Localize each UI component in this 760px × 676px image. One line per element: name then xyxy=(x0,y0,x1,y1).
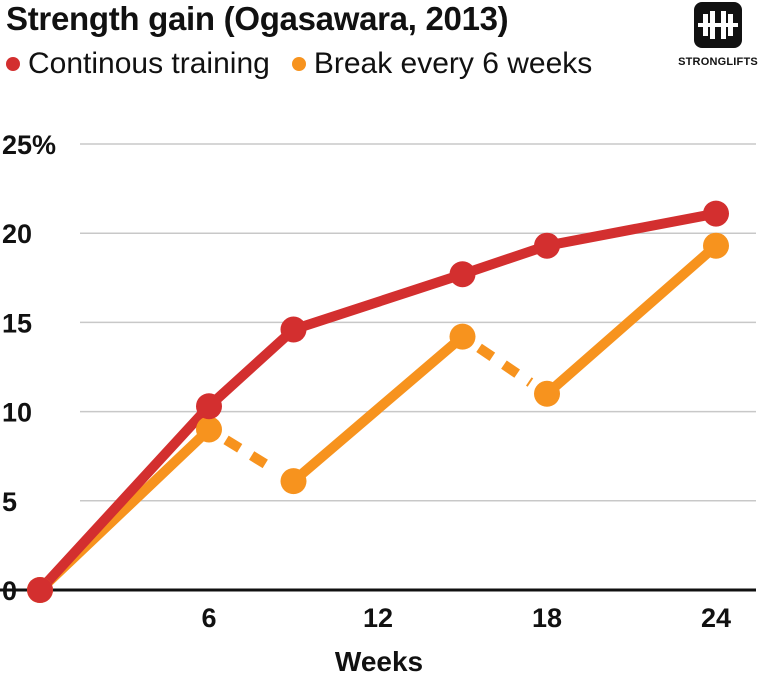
legend-dot-break xyxy=(291,57,306,71)
series-segment xyxy=(542,240,721,399)
data-point xyxy=(449,261,476,288)
x-tick-label: 6 xyxy=(201,603,216,633)
series-segment xyxy=(288,331,468,487)
series-segment xyxy=(542,208,721,251)
data-point xyxy=(534,380,560,407)
data-point xyxy=(196,416,222,443)
data-point xyxy=(534,232,560,259)
legend-item-break: Break every 6 weeks xyxy=(291,47,593,81)
data-point xyxy=(703,200,729,227)
y-tick-label: 5 xyxy=(2,487,17,517)
x-axis-label: Weeks xyxy=(335,646,423,676)
series-segment xyxy=(35,401,214,595)
series-segment xyxy=(457,240,552,280)
x-tick-label: 24 xyxy=(701,603,731,633)
data-point xyxy=(280,468,307,495)
stronglifts-logo: STRONGLIFTS xyxy=(676,2,760,74)
x-tick-label: 18 xyxy=(532,603,562,633)
data-point xyxy=(196,393,222,420)
y-tick-label: 20 xyxy=(2,219,32,249)
series-segment-dashed xyxy=(223,435,280,475)
legend: Continous training Break every 6 weeks xyxy=(6,44,614,84)
x-tick-label: 12 xyxy=(363,603,393,633)
data-point xyxy=(449,323,476,350)
y-tick-label: 0 xyxy=(2,576,17,606)
y-tick-label: 15 xyxy=(2,308,32,338)
series-segment xyxy=(204,324,299,412)
y-tick-label: 10 xyxy=(2,398,32,428)
y-tick-label: 25% xyxy=(2,130,56,160)
legend-item-continuous: Continous training xyxy=(6,47,270,81)
legend-dot-continuous xyxy=(6,57,20,71)
barbell-icon xyxy=(694,2,742,48)
chart-title: Strength gain (Ogasawara, 2013) xyxy=(6,0,509,37)
logo-text: STRONGLIFTS xyxy=(678,56,758,68)
legend-label-continuous: Continous training xyxy=(28,47,270,80)
series-segment-dashed xyxy=(476,343,534,387)
data-point xyxy=(703,232,729,259)
data-point xyxy=(280,316,307,343)
legend-label-break: Break every 6 weeks xyxy=(313,47,593,80)
series-segment xyxy=(288,269,468,335)
data-point xyxy=(27,577,53,603)
